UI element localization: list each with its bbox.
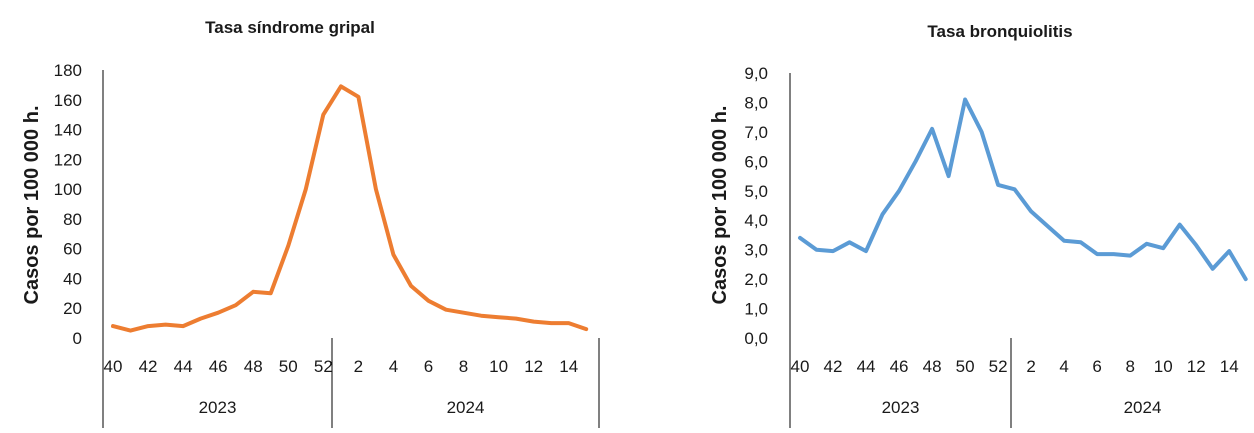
x-tick-label: 50 bbox=[956, 357, 975, 376]
series-line bbox=[113, 86, 586, 330]
x-tick-label: 50 bbox=[279, 357, 298, 376]
y-tick-label: 80 bbox=[63, 210, 82, 229]
x-tick-label: 52 bbox=[314, 357, 333, 376]
year-label: 2023 bbox=[882, 398, 920, 417]
x-tick-label: 46 bbox=[890, 357, 909, 376]
y-tick-label: 8,0 bbox=[744, 93, 768, 112]
x-tick-label: 40 bbox=[104, 357, 123, 376]
bronchiolitis-rate-chart: Tasa bronquiolitis Casos por 100 000 h. 0,… bbox=[709, 22, 1246, 428]
y-tick-label: 120 bbox=[54, 150, 82, 169]
y-tick-label: 20 bbox=[63, 299, 82, 318]
x-tick-label: 4 bbox=[389, 357, 398, 376]
x-tick-label: 52 bbox=[989, 357, 1008, 376]
x-tick-label: 44 bbox=[174, 357, 193, 376]
y-axis-label: Casos por 100 000 h. bbox=[709, 106, 731, 305]
x-tick-label: 2 bbox=[354, 357, 363, 376]
chart-title: Tasa síndrome gripal bbox=[205, 18, 375, 37]
y-tick-label: 2,0 bbox=[744, 270, 768, 289]
x-tick-label: 8 bbox=[459, 357, 468, 376]
x-tick-label: 10 bbox=[1154, 357, 1173, 376]
y-tick-label: 60 bbox=[63, 240, 82, 259]
x-tick-label: 8 bbox=[1125, 357, 1134, 376]
x-tick-label: 42 bbox=[824, 357, 843, 376]
x-tick-label: 14 bbox=[559, 357, 578, 376]
x-tick-label: 2 bbox=[1026, 357, 1035, 376]
year-label: 2023 bbox=[199, 398, 237, 417]
series-line bbox=[800, 100, 1246, 280]
x-tick-label: 48 bbox=[244, 357, 263, 376]
x-tick-label: 4 bbox=[1059, 357, 1068, 376]
y-tick-label: 0 bbox=[73, 329, 82, 348]
y-tick-label: 40 bbox=[63, 269, 82, 288]
x-tick-label: 6 bbox=[424, 357, 433, 376]
y-tick-label: 180 bbox=[54, 61, 82, 80]
year-label: 2024 bbox=[1124, 398, 1162, 417]
y-tick-label: 5,0 bbox=[744, 182, 768, 201]
y-tick-label: 3,0 bbox=[744, 241, 768, 260]
x-tick-label: 44 bbox=[857, 357, 876, 376]
x-tick-label: 42 bbox=[139, 357, 158, 376]
y-tick-label: 1,0 bbox=[744, 300, 768, 319]
y-tick-label: 7,0 bbox=[744, 123, 768, 142]
x-tick-label: 14 bbox=[1220, 357, 1239, 376]
year-label: 2024 bbox=[447, 398, 485, 417]
flu-rate-chart: Tasa síndrome gripal Casos por 100 000 h.… bbox=[21, 18, 599, 428]
x-tick-label: 46 bbox=[209, 357, 228, 376]
y-tick-label: 0,0 bbox=[744, 329, 768, 348]
x-tick-label: 10 bbox=[489, 357, 508, 376]
y-axis-label: Casos por 100 000 h. bbox=[21, 106, 43, 305]
x-tick-label: 12 bbox=[1187, 357, 1206, 376]
y-tick-label: 6,0 bbox=[744, 152, 768, 171]
y-tick-label: 9,0 bbox=[744, 64, 768, 83]
x-tick-label: 6 bbox=[1092, 357, 1101, 376]
y-tick-label: 4,0 bbox=[744, 211, 768, 230]
x-tick-label: 40 bbox=[791, 357, 810, 376]
chart-title: Tasa bronquiolitis bbox=[927, 22, 1072, 41]
y-tick-label: 100 bbox=[54, 180, 82, 199]
x-tick-label: 48 bbox=[923, 357, 942, 376]
y-tick-label: 140 bbox=[54, 121, 82, 140]
y-tick-label: 160 bbox=[54, 91, 82, 110]
x-tick-label: 12 bbox=[524, 357, 543, 376]
